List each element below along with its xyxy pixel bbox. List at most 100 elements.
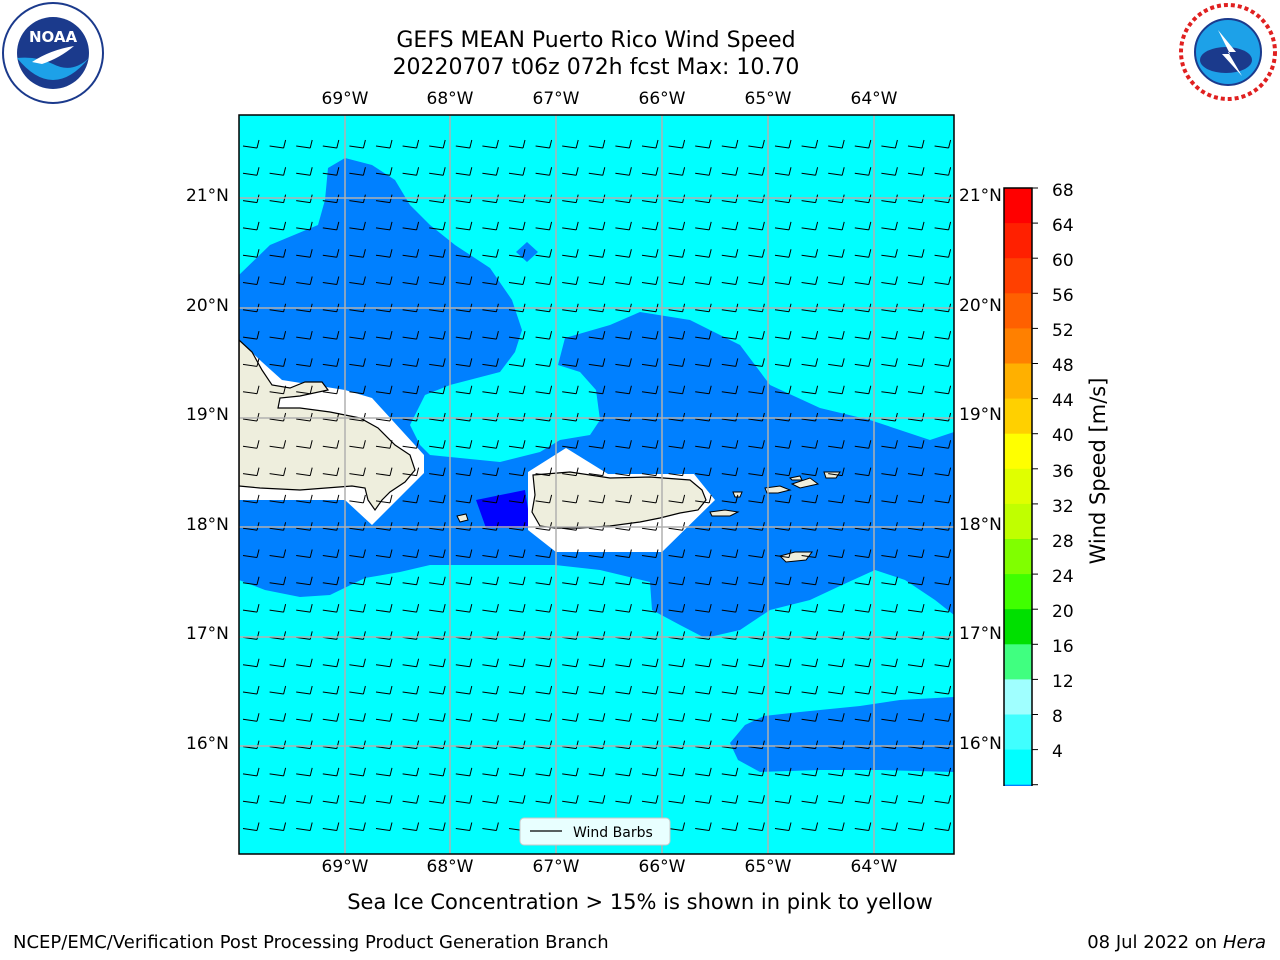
colorbar-label: Wind Speed [m/s] [1086, 377, 1110, 565]
wind-barb [296, 549, 313, 558]
wind-barb [615, 249, 632, 258]
wind-barb [375, 358, 393, 367]
wind-barb [641, 385, 659, 395]
wind-barb [296, 412, 313, 422]
wind-barb [402, 685, 420, 695]
lon-label-top: 66°W [638, 89, 686, 109]
wind-barb [322, 330, 340, 340]
graticule [239, 115, 954, 854]
wind-barb [296, 385, 313, 395]
wind-barb [828, 522, 845, 531]
wind-barb [349, 522, 366, 531]
wind-barb [588, 767, 606, 777]
wind-barb [242, 385, 260, 395]
colorbar-segment [1004, 468, 1032, 505]
wind-barb [402, 658, 420, 668]
wind-barb [588, 494, 606, 504]
wind-barb [774, 330, 792, 340]
wind-barb [455, 713, 473, 722]
wind-barb [375, 603, 393, 613]
wind-barb [934, 576, 952, 586]
wind-barb [562, 358, 579, 367]
wind-barb [668, 767, 686, 777]
wind-barb [721, 167, 739, 176]
lat-label-left: 21°N [186, 186, 229, 206]
wind-barb [721, 330, 739, 340]
wind-barb [881, 494, 898, 504]
wind-barb [562, 713, 579, 722]
wind-barb [402, 576, 420, 586]
wind-barb [296, 167, 313, 176]
wind-barb [854, 385, 872, 395]
wind-barb [641, 167, 659, 176]
wind-barb [615, 221, 632, 231]
wind-barb [562, 795, 579, 804]
wind-barb [349, 412, 366, 422]
wind-barb [588, 276, 606, 285]
wind-barb [774, 685, 792, 695]
wind-barb [349, 385, 366, 395]
wind-barb [774, 822, 792, 831]
wind-barb [429, 276, 446, 285]
wind-barb [455, 494, 473, 504]
wind-barb [296, 603, 313, 613]
wind-barb [934, 603, 952, 613]
wind-barb [854, 658, 872, 668]
wind-barb [774, 440, 792, 449]
wind-barb [375, 467, 393, 477]
wind-barb [668, 167, 686, 176]
wind-barb [242, 767, 260, 777]
wind-barb [269, 549, 287, 558]
wind-barb [482, 685, 499, 695]
wind-barb [375, 276, 393, 285]
wind-barb [854, 221, 872, 231]
wind-barb [375, 740, 393, 750]
colorbar-segment [1004, 188, 1032, 224]
wind-barb [748, 713, 765, 722]
wind-barb [668, 549, 686, 558]
wind-barb [668, 658, 686, 668]
wind-barb [535, 385, 553, 395]
wind-barb [455, 249, 473, 258]
wind-barb [349, 658, 366, 668]
colorbar-tick: 56 [1052, 286, 1074, 306]
wind-barb [801, 440, 819, 449]
wind-barb [296, 522, 313, 531]
wind-barb [588, 603, 606, 613]
wind-barb [801, 249, 819, 258]
wind-barb [242, 603, 260, 613]
wind-barb [242, 358, 260, 367]
wind-barb [774, 740, 792, 750]
wind-barb [349, 358, 366, 367]
wind-barb [854, 167, 872, 176]
wind-barb [349, 167, 366, 176]
wind-barb [322, 603, 340, 613]
colorbar-segment [1004, 223, 1032, 259]
wind-barb [508, 658, 526, 668]
wind-barb [242, 276, 260, 285]
wind-barb [854, 330, 872, 340]
colorbar-tick: 8 [1052, 707, 1063, 727]
wind-barb [695, 522, 712, 531]
wind-barb [828, 713, 845, 722]
wind-barb [242, 412, 260, 422]
wind-barb [695, 740, 712, 750]
wind-barb [402, 522, 420, 531]
wind-barb [828, 358, 845, 367]
wind-barb [296, 249, 313, 258]
wind-barb [615, 576, 632, 586]
wind-barb [269, 685, 287, 695]
wind-barb [296, 276, 313, 285]
wind-barb [322, 385, 340, 395]
wind-barb [375, 221, 393, 231]
wind-barb [907, 822, 925, 831]
wind-barb [402, 822, 420, 831]
wind-barb [748, 740, 765, 750]
wind-barb [721, 576, 739, 586]
wind-barb [375, 549, 393, 558]
wind-barb [455, 767, 473, 777]
wind-barb [907, 330, 925, 340]
wind-barb [748, 139, 765, 149]
wind-barb [588, 795, 606, 804]
colorbar-tick: 52 [1052, 321, 1074, 341]
